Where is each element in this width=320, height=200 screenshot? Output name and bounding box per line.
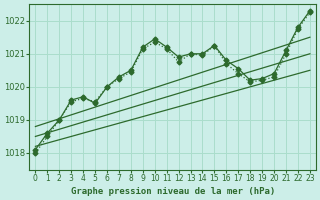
X-axis label: Graphe pression niveau de la mer (hPa): Graphe pression niveau de la mer (hPa) <box>70 187 275 196</box>
